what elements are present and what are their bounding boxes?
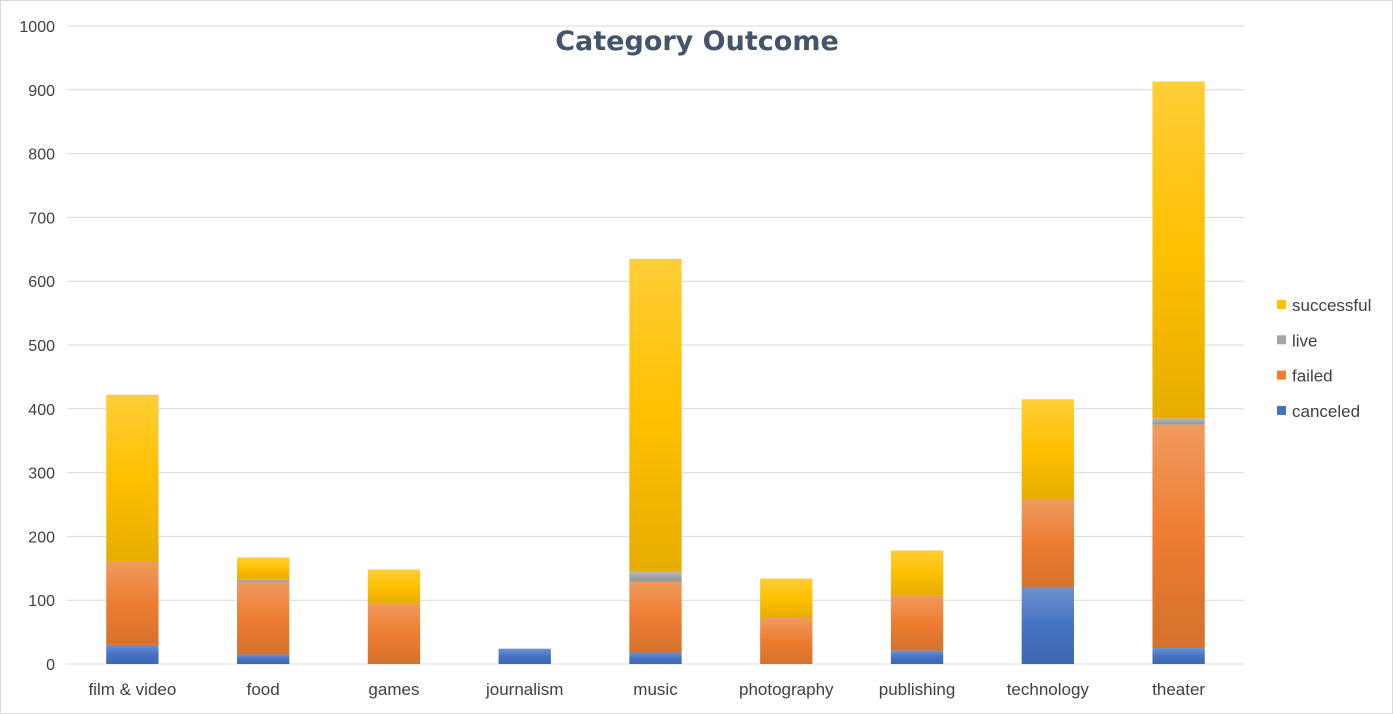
legend-item-successful: successful xyxy=(1277,296,1371,315)
bar-stack-theater xyxy=(1152,82,1204,664)
y-tick-label-600: 600 xyxy=(28,274,55,291)
x-tick-label-journalism: journalism xyxy=(485,680,563,699)
bar-publishing-successful xyxy=(891,550,943,595)
legend-label-live: live xyxy=(1292,331,1318,350)
y-tick-label-400: 400 xyxy=(28,402,55,419)
x-tick-label-music: music xyxy=(633,680,678,699)
bar-stack-film-video xyxy=(106,395,158,664)
y-axis-tick-labels: 0 100 200 300 400 500 600 700 800 900 1000 xyxy=(19,19,55,674)
bar-stack-music xyxy=(629,259,681,664)
y-tick-label-0: 0 xyxy=(46,657,55,674)
legend-swatch-live xyxy=(1277,335,1286,344)
bar-food-successful xyxy=(237,557,289,579)
bars xyxy=(106,82,1205,664)
bar-food-failed xyxy=(237,582,289,654)
bar-technology-canceled xyxy=(1022,587,1074,664)
x-tick-label-technology: technology xyxy=(1007,680,1090,699)
y-tick-label-200: 200 xyxy=(28,529,55,546)
bar-food-live xyxy=(237,579,289,582)
legend-label-failed: failed xyxy=(1292,367,1333,386)
bar-stack-games xyxy=(368,570,420,664)
bar-photography-failed xyxy=(760,618,812,664)
legend-label-successful: successful xyxy=(1292,296,1371,315)
bar-stack-photography xyxy=(760,579,812,664)
bar-stack-food xyxy=(237,557,289,664)
x-axis-category-labels: film & video food games journalism music phot… xyxy=(88,680,1205,699)
legend-item-canceled: canceled xyxy=(1277,402,1360,421)
bar-photography-successful xyxy=(760,579,812,619)
bar-food-canceled xyxy=(237,654,289,664)
bar-theater-failed xyxy=(1152,425,1204,648)
x-tick-label-food: food xyxy=(247,680,280,699)
bar-journalism-canceled xyxy=(499,649,551,664)
bar-theater-canceled xyxy=(1152,648,1204,664)
bar-theater-live xyxy=(1152,418,1204,424)
y-tick-label-1000: 1000 xyxy=(19,19,55,36)
bar-music-successful xyxy=(629,259,681,572)
x-tick-label-film-video: film & video xyxy=(88,680,176,699)
legend-label-canceled: canceled xyxy=(1292,402,1360,421)
bar-technology-failed xyxy=(1022,500,1074,587)
bar-film-video-failed xyxy=(106,562,158,645)
x-tick-label-photography: photography xyxy=(739,680,834,699)
x-tick-label-games: games xyxy=(368,680,419,699)
bar-music-failed xyxy=(629,582,681,653)
legend: successful live failed canceled xyxy=(1277,296,1371,421)
legend-item-live: live xyxy=(1277,331,1318,350)
bar-games-failed xyxy=(368,603,420,664)
bar-stack-technology xyxy=(1022,399,1074,664)
y-tick-label-100: 100 xyxy=(28,593,55,610)
y-tick-label-900: 900 xyxy=(28,83,55,100)
bar-music-live xyxy=(629,571,681,581)
bar-stack-journalism xyxy=(499,649,551,664)
bar-publishing-canceled xyxy=(891,651,943,664)
bar-theater-successful xyxy=(1152,82,1204,419)
x-tick-label-publishing: publishing xyxy=(879,680,956,699)
bar-technology-successful xyxy=(1022,399,1074,500)
legend-swatch-canceled xyxy=(1277,406,1286,415)
legend-swatch-failed xyxy=(1277,371,1286,380)
bar-stack-publishing xyxy=(891,550,943,664)
bar-games-successful xyxy=(368,570,420,604)
legend-item-failed: failed xyxy=(1277,367,1333,386)
bar-film-video-canceled xyxy=(106,645,158,664)
legend-swatch-successful xyxy=(1277,300,1286,309)
bar-music-canceled xyxy=(629,653,681,664)
bar-film-video-successful xyxy=(106,395,158,562)
y-tick-label-800: 800 xyxy=(28,147,55,164)
bar-publishing-failed xyxy=(891,595,943,651)
y-tick-label-700: 700 xyxy=(28,210,55,227)
x-tick-label-theater: theater xyxy=(1152,680,1205,699)
y-tick-label-300: 300 xyxy=(28,466,55,483)
chart-title: Category Outcome xyxy=(555,26,839,57)
y-tick-label-500: 500 xyxy=(28,338,55,355)
